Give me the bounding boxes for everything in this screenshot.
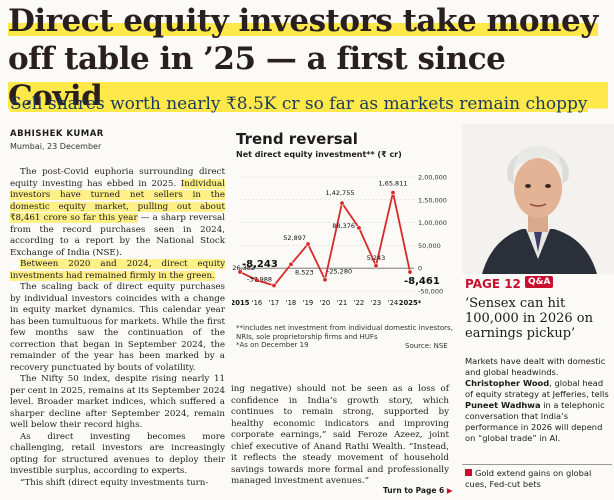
- bullet-square-icon: [465, 469, 472, 476]
- data-label: -37,988: [247, 276, 272, 284]
- article-paragraph: The scaling back of direct equity purcha…: [10, 282, 225, 373]
- data-label: -8,461: [404, 276, 440, 287]
- qa-badge: Q&A: [525, 276, 554, 288]
- x-tick-label: 2025*: [399, 299, 422, 307]
- x-tick-label: '18: [286, 299, 297, 307]
- x-tick-label: '16: [252, 299, 263, 307]
- x-tick-label: '23: [371, 299, 382, 307]
- data-label: -26,382: [232, 264, 255, 272]
- data-point: [271, 283, 277, 289]
- data-point: [339, 200, 345, 206]
- data-label: 5,243: [367, 254, 386, 262]
- arrow-right-icon: ▶: [446, 486, 453, 495]
- article-paragraph: The post-Covid euphoria surrounding dire…: [10, 167, 225, 258]
- x-tick-label: '19: [303, 299, 314, 307]
- x-tick-label: '24: [388, 299, 399, 307]
- headline-line-1: Direct equity investors take money: [8, 2, 598, 40]
- article-paragraph: “This shift (direct equity investments t…: [20, 477, 209, 488]
- y-tick-label: 0: [418, 265, 422, 273]
- data-point: [373, 263, 379, 269]
- data-label: 52,897: [283, 234, 306, 242]
- y-tick-label: -50,000: [418, 288, 443, 296]
- x-tick-label: '21: [337, 299, 348, 307]
- data-label: -8,243: [242, 259, 278, 270]
- data-point: [407, 269, 413, 275]
- data-point: [322, 277, 328, 283]
- article-paragraph: Between 2020 and 2024, direct equity inv…: [10, 259, 225, 282]
- person-name: Puneet Wadhwa: [465, 400, 541, 410]
- y-tick-label: 2,00,000: [418, 174, 447, 182]
- data-label: 88,376: [332, 222, 355, 230]
- highlighted-text: Between 2020 and 2024, direct equity inv…: [10, 259, 225, 281]
- article-column-2: ing negative) should not be seen as a lo…: [231, 384, 449, 486]
- y-tick-label: 50,000: [418, 242, 441, 250]
- dateline: Mumbai, 23 December: [10, 142, 102, 151]
- sidebar-headline: ‘Sensex can hit 100,000 in 2026 on earni…: [465, 296, 593, 341]
- article-paragraph: As direct investing becomes more challen…: [10, 431, 225, 477]
- data-label: 1,42,755: [326, 189, 355, 197]
- data-point: [390, 190, 396, 196]
- chart-ylabel: Net direct equity investment** (₹ cr): [236, 150, 402, 159]
- data-point: [288, 261, 294, 267]
- data-label: -25,280: [327, 268, 352, 276]
- x-tick-label: '20: [320, 299, 331, 307]
- sidebar-body: Markets have dealt with domestic and glo…: [465, 356, 609, 443]
- y-tick-label: 1,50,000: [418, 196, 447, 204]
- data-point: [356, 225, 362, 231]
- page-reference-label[interactable]: PAGE 12: [465, 277, 521, 291]
- x-tick-label: 2015: [232, 299, 250, 307]
- subheadline: Sell shares worth nearly ₹8.5K cr so far…: [10, 94, 588, 114]
- article-column-1: The post-Covid euphoria surrounding dire…: [10, 167, 225, 489]
- trend-chart: -50,000 0 50,000 1,00,000 1,50,000 2,00,000 -8…: [232, 174, 447, 308]
- sidebar-bullet-item[interactable]: Gold extend gains on global cues, Fed-cu…: [465, 468, 592, 489]
- series-line: [239, 191, 411, 287]
- data-label: 8,523: [295, 268, 314, 276]
- portrait-illustration: [462, 124, 614, 274]
- x-tick-label: '17: [269, 299, 280, 307]
- data-label: 1,65,811: [379, 180, 408, 188]
- chart-footnote: **includes net investment from individua…: [236, 324, 456, 350]
- y-tick-label: 1,00,000: [418, 219, 447, 227]
- sidebar-divider: [462, 464, 612, 465]
- chart-title: Trend reversal: [236, 130, 358, 148]
- chart-asof: *As on December 19: [236, 341, 309, 349]
- turn-to-page-link[interactable]: Turn to Page 6 ▶: [383, 486, 453, 495]
- x-tick-label: '22: [354, 299, 365, 307]
- data-point: [305, 241, 311, 247]
- data-point: [237, 269, 243, 275]
- data-point: [254, 277, 260, 283]
- author-name: ABHISHEK KUMAR: [10, 129, 104, 139]
- chart-source: Source: NSE: [405, 342, 448, 350]
- person-name: Christopher Wood: [465, 378, 550, 388]
- article-paragraph: The Nifty 50 index, despite rising nearl…: [10, 374, 225, 430]
- portrait-photo: [462, 124, 614, 274]
